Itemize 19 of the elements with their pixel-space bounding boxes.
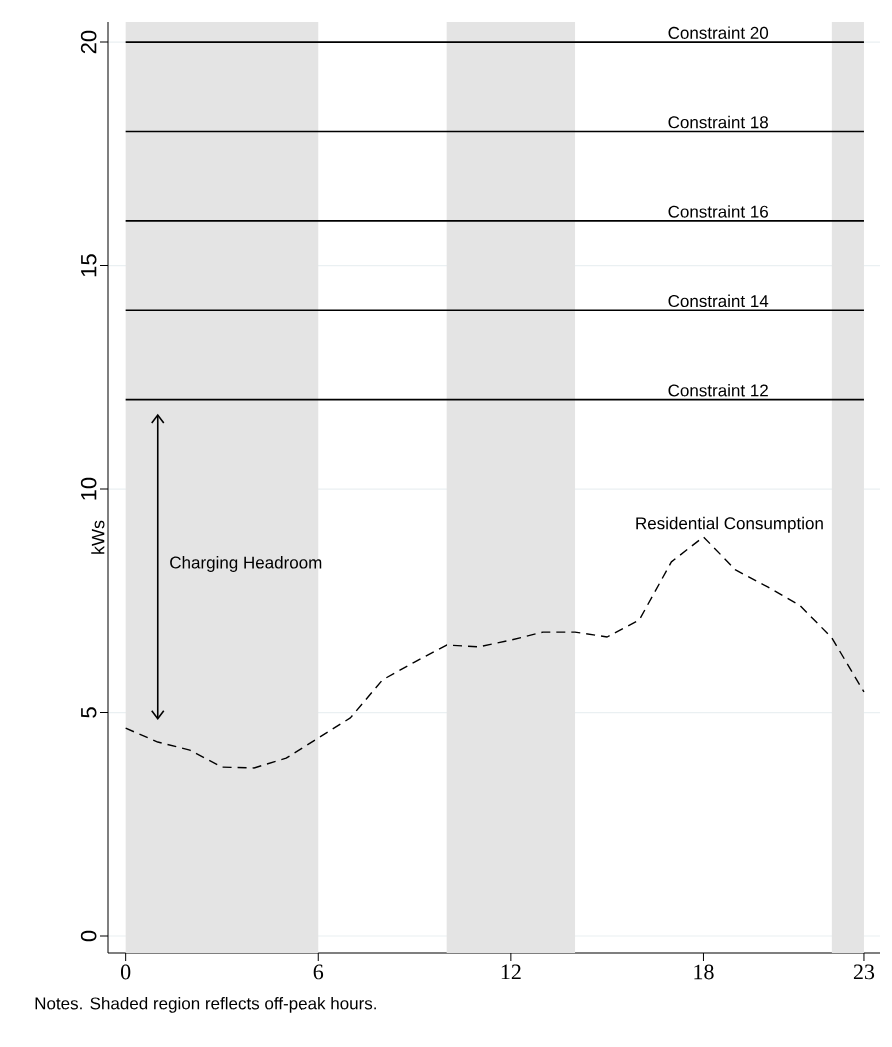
x-tick-label: 18 (694, 964, 714, 980)
y-tick-label: 15 (81, 254, 97, 277)
annotation: Charging Headroom (170, 556, 322, 572)
x-tick-label: 23 (853, 964, 875, 980)
ref-line-label: Constraint 14 (668, 294, 769, 308)
x-tick-label: 6 (313, 964, 324, 980)
ref-line-label: Constraint 12 (668, 383, 768, 397)
y-tick-label: 5 (81, 707, 97, 718)
y-tick-label: 0 (80, 930, 97, 942)
y-tick-label: 20 (80, 30, 97, 54)
ref-line-label: Constraint 16 (668, 205, 768, 218)
x-tick-label: 12 (501, 964, 521, 980)
series-label: Residential Consumption (636, 516, 823, 533)
x-tick-label: 0 (120, 964, 131, 980)
y-tick-label: 10 (80, 477, 97, 500)
y-axis-title: kWs (91, 520, 105, 554)
ref-line-label: Constraint 18 (668, 115, 768, 129)
text: Notes. Shaded region reflects off-peak hours. (35, 996, 376, 1013)
ref-line-label: Constraint 20 (668, 26, 769, 39)
